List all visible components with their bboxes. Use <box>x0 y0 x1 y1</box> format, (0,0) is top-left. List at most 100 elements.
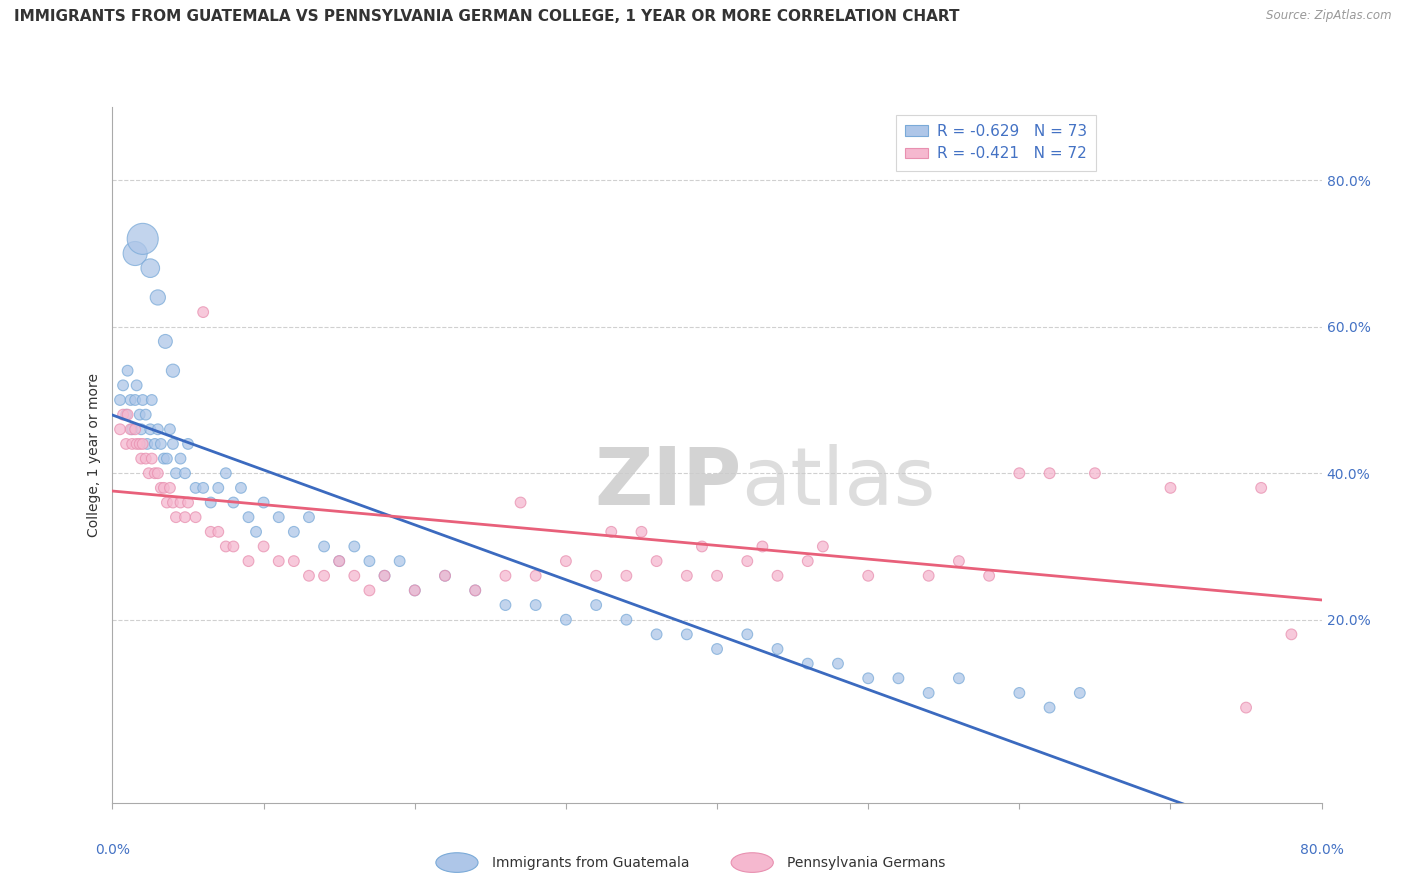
Point <box>751 540 773 554</box>
Point <box>135 451 157 466</box>
Point <box>162 437 184 451</box>
Point <box>267 510 290 524</box>
Point <box>120 392 142 407</box>
Point <box>253 495 276 509</box>
Point <box>108 392 131 407</box>
Point <box>645 627 668 641</box>
Point <box>146 422 169 436</box>
Point <box>918 686 941 700</box>
Point <box>153 451 176 466</box>
Point <box>207 524 229 539</box>
Point <box>464 583 486 598</box>
Point <box>374 568 396 582</box>
Point <box>388 554 411 568</box>
Text: Pennsylvania Germans: Pennsylvania Germans <box>787 855 946 870</box>
Point <box>1069 686 1091 700</box>
Point <box>706 642 728 657</box>
Point <box>585 568 607 582</box>
Point <box>128 437 150 451</box>
Point <box>918 568 941 582</box>
Point <box>690 540 713 554</box>
Point <box>132 392 155 407</box>
Point <box>141 451 163 466</box>
Point <box>766 642 789 657</box>
Point <box>616 568 638 582</box>
Point <box>238 554 260 568</box>
Point <box>132 437 155 451</box>
Point <box>796 554 818 568</box>
Point <box>162 364 184 378</box>
Point <box>191 481 214 495</box>
Point <box>283 524 305 539</box>
Point <box>253 540 276 554</box>
Point <box>135 408 157 422</box>
Point <box>630 524 652 539</box>
Point <box>796 657 818 671</box>
Point <box>215 467 238 481</box>
Point <box>159 481 181 495</box>
Text: Immigrants from Guatemala: Immigrants from Guatemala <box>492 855 689 870</box>
Point <box>177 437 200 451</box>
Point <box>1008 686 1031 700</box>
Point <box>115 408 138 422</box>
Point <box>977 568 1000 582</box>
Point <box>112 378 135 392</box>
Point <box>146 467 169 481</box>
Point <box>155 334 177 349</box>
Point <box>136 437 159 451</box>
Point <box>948 554 970 568</box>
Point <box>645 554 668 568</box>
Point <box>117 364 139 378</box>
Point <box>200 495 222 509</box>
Point <box>108 422 131 436</box>
Point <box>675 627 697 641</box>
Point <box>737 627 759 641</box>
Point <box>766 568 789 582</box>
Point <box>121 437 143 451</box>
Point <box>1234 700 1257 714</box>
Text: Source: ZipAtlas.com: Source: ZipAtlas.com <box>1267 9 1392 22</box>
Point <box>359 554 381 568</box>
Point <box>222 540 245 554</box>
Point <box>174 467 197 481</box>
Point <box>141 392 163 407</box>
Point <box>554 554 576 568</box>
Point <box>616 613 638 627</box>
Point <box>115 437 138 451</box>
Point <box>887 671 910 685</box>
Text: 80.0%: 80.0% <box>1299 843 1344 857</box>
Point <box>120 422 142 436</box>
Point <box>117 408 139 422</box>
Point <box>328 554 350 568</box>
Point <box>706 568 728 582</box>
Point <box>1279 627 1302 641</box>
Point <box>1008 467 1031 481</box>
Point <box>159 422 181 436</box>
Y-axis label: College, 1 year or more: College, 1 year or more <box>87 373 101 537</box>
Point <box>404 583 426 598</box>
Point <box>165 467 187 481</box>
Point <box>737 554 759 568</box>
Point <box>143 437 166 451</box>
Point <box>215 540 238 554</box>
Point <box>143 467 166 481</box>
Point <box>121 422 143 436</box>
Point <box>856 671 880 685</box>
Text: ZIP: ZIP <box>593 443 741 522</box>
Text: atlas: atlas <box>741 443 935 522</box>
Point <box>138 467 160 481</box>
Point <box>222 495 245 509</box>
Point <box>229 481 252 495</box>
Point <box>554 613 576 627</box>
Point <box>404 583 426 598</box>
Point <box>433 568 456 582</box>
Point <box>156 495 179 509</box>
Point <box>600 524 623 539</box>
Point <box>125 437 148 451</box>
Point <box>343 568 366 582</box>
Point <box>343 540 366 554</box>
Point <box>948 671 970 685</box>
Point <box>433 568 456 582</box>
Point <box>811 540 834 554</box>
Point <box>238 510 260 524</box>
